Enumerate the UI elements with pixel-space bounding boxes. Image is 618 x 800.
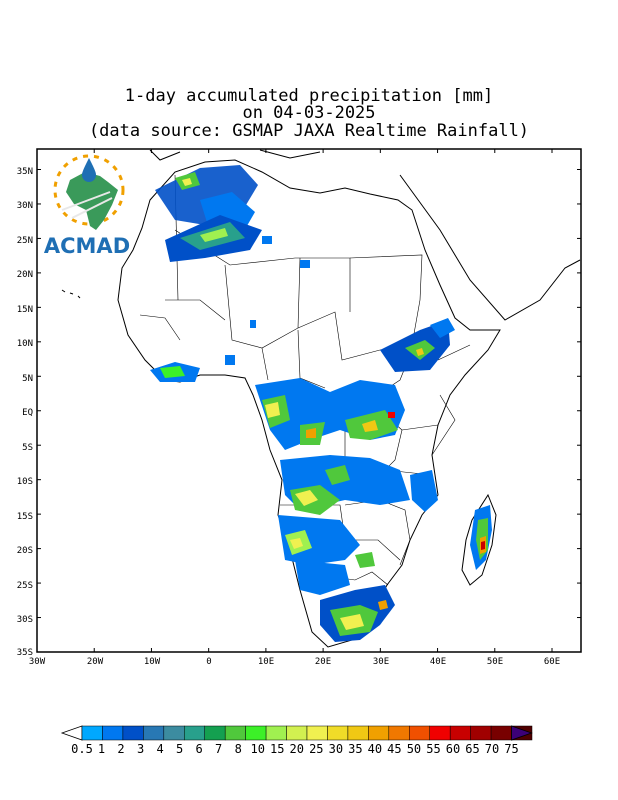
colorbar-label: 0.5 (71, 742, 93, 756)
longitude-labels: 30W 20W 10W 0 10E 20E 30E 40E 50E 60E (29, 657, 560, 667)
colorbar-label: 7 (215, 742, 222, 756)
lon-label: 30E (373, 657, 389, 667)
lon-label: 20W (87, 657, 104, 667)
colorbar-label: 65 (465, 742, 479, 756)
lon-label: 10E (258, 657, 274, 667)
colorbar-swatch (102, 725, 124, 741)
lon-label: 10W (144, 657, 161, 667)
colorbar-label: 25 (309, 742, 323, 756)
colorbar-max-arrow (511, 725, 533, 741)
arabia-coastline (399, 174, 581, 321)
lat-label: 25N (17, 236, 33, 246)
colorbar-swatch (490, 725, 512, 741)
lat-label: 10S (17, 477, 33, 487)
lat-label: 10N (17, 339, 33, 349)
lon-label: 30W (29, 657, 46, 667)
lat-label: 25S (17, 581, 33, 591)
colorbar-swatch (204, 725, 226, 741)
europe-coastline (149, 149, 321, 161)
lon-label: 60E (544, 657, 560, 667)
canary-islands (61, 289, 81, 299)
lat-label: EQ (22, 408, 33, 418)
colorbar-swatch (245, 725, 267, 741)
colorbar-label: 8 (235, 742, 242, 756)
colorbar-swatch (388, 725, 410, 741)
colorbar-swatch (347, 725, 369, 741)
colorbar-label: 55 (426, 742, 440, 756)
lat-label: 35N (17, 167, 33, 177)
colorbar-label: 75 (504, 742, 518, 756)
lat-label: 35S (17, 648, 33, 658)
colorbar-label: 50 (407, 742, 421, 756)
colorbar: 0.5 1 2 3 4 5 6 7 8 10 15 20 25 30 35 40 45 50 55 60 65 70 75 (60, 725, 533, 756)
africa-logo-icon (66, 172, 118, 230)
colorbar-label: 3 (137, 742, 144, 756)
title-line-3: (data source: GSMAP JAXA Realtime Rainfa… (88, 121, 530, 141)
colorbar-label: 4 (156, 742, 163, 756)
colorbar-swatch (122, 725, 144, 741)
colorbar-label: 5 (176, 742, 183, 756)
colorbar-swatch (224, 725, 246, 741)
colorbar-label: 10 (250, 742, 264, 756)
lat-label: 15S (17, 512, 33, 522)
lat-label: 20S (17, 546, 33, 556)
colorbar-label: 20 (290, 742, 304, 756)
axis-ticks (36, 149, 581, 653)
colorbar-label: 6 (196, 742, 203, 756)
acmad-wordmark: ACMAD (44, 234, 130, 258)
colorbar-label: 2 (117, 742, 124, 756)
colorbar-swatch (286, 725, 308, 741)
colorbar-swatch (327, 725, 349, 741)
colorbar-swatch (163, 725, 185, 741)
lat-label: 20N (17, 270, 33, 280)
colorbar-label: 30 (329, 742, 343, 756)
colorbar-swatch (449, 725, 471, 741)
title-line-2: on 04-03-2025 (242, 103, 376, 123)
colorbar-swatch (368, 725, 390, 741)
colorbar-label: 70 (485, 742, 499, 756)
lat-label: 30S (17, 615, 33, 625)
lat-label: 15N (17, 305, 33, 315)
colorbar-label: 35 (348, 742, 362, 756)
colorbar-swatch (409, 725, 430, 741)
colorbar-swatch (429, 725, 451, 741)
colorbar-swatch (470, 725, 492, 741)
lat-label: 5S (22, 443, 33, 453)
map-content (61, 149, 581, 648)
colorbar-swatch (265, 725, 287, 741)
sun-rays (53, 154, 125, 226)
raindrop-icon (82, 158, 96, 182)
colorbar-swatch (306, 725, 328, 741)
colorbar-swatch (143, 725, 165, 741)
colorbar-label: 1 (98, 742, 105, 756)
lat-label: 5N (22, 374, 33, 384)
lat-label: 30N (17, 201, 33, 211)
colorbar-label: 60 (446, 742, 460, 756)
acmad-logo: ACMAD (44, 154, 130, 258)
lon-label: 40E (430, 657, 446, 667)
map-frame (36, 148, 582, 653)
colorbar-swatch (184, 725, 205, 741)
colorbar-label: 45 (387, 742, 401, 756)
lon-label: 20E (315, 657, 331, 667)
colorbar-min-arrow (60, 725, 83, 741)
latitude-labels: 35N 30N 25N 20N 15N 10N 5N EQ 5S 10S 15S… (17, 167, 33, 658)
colorbar-label: 40 (368, 742, 382, 756)
lon-label: 0 (206, 657, 211, 667)
title-line-1: 1-day accumulated precipitation [mm] (124, 86, 494, 106)
colorbar-label: 15 (270, 742, 284, 756)
colorbar-swatch (81, 725, 103, 741)
precipitation-field (150, 165, 492, 642)
lon-label: 50E (487, 657, 503, 667)
